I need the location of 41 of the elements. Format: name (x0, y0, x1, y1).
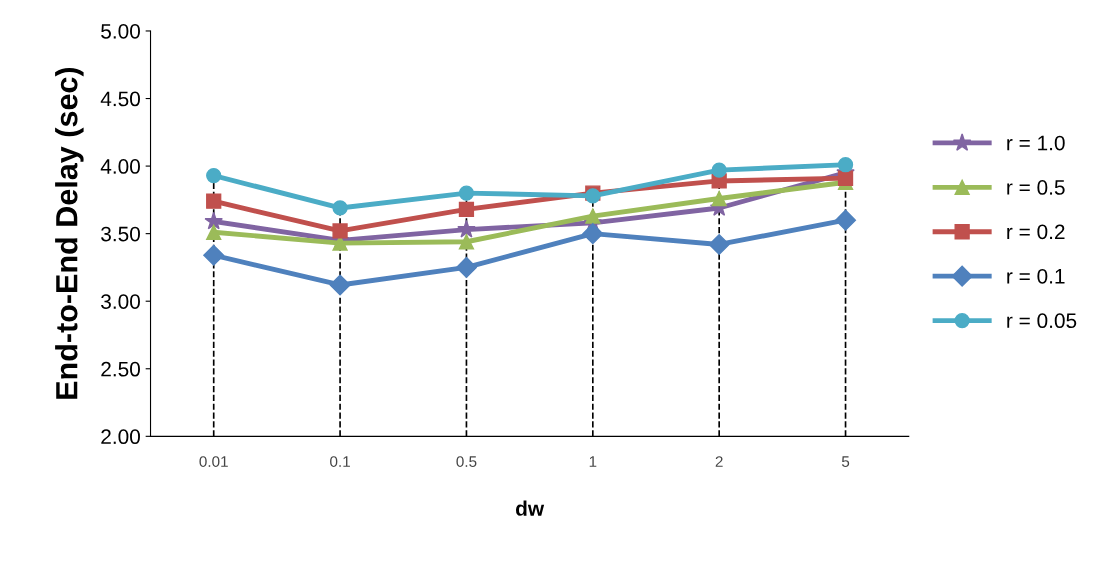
point (458, 234, 475, 250)
point (458, 185, 475, 201)
y-tick-label: 3.50 (101, 226, 140, 242)
point (203, 244, 225, 266)
point (332, 200, 348, 216)
legend-label: r = 0.05 (1007, 313, 1077, 329)
point (582, 223, 604, 245)
point (457, 219, 476, 238)
point (711, 162, 727, 178)
x-tick-label: 0.5 (456, 456, 477, 467)
x-tick-label: 1 (589, 456, 597, 467)
legend-label: r = 0.5 (1007, 180, 1065, 195)
legend-label: r = 0.2 (1007, 224, 1065, 240)
y-tick-label: 5.00 (101, 23, 140, 39)
legend-label: r = 0.1 (1007, 268, 1065, 284)
y-tick-label: 4.00 (100, 159, 140, 174)
point (329, 274, 351, 296)
point (835, 209, 857, 231)
point (458, 201, 475, 217)
point (332, 223, 348, 239)
x-axis-title: dw (516, 500, 545, 516)
point (206, 224, 222, 240)
point (206, 193, 222, 209)
point (708, 233, 730, 255)
point (837, 170, 854, 186)
point (206, 167, 222, 184)
point (585, 208, 601, 224)
point (837, 157, 854, 173)
x-tick-label: 2 (715, 456, 723, 467)
point (711, 190, 727, 207)
y-tick-label: 2.00 (101, 429, 140, 445)
y-tick-label: 3.00 (101, 294, 140, 309)
x-tick-label: 0.01 (199, 456, 228, 467)
x-tick-label: 0.1 (330, 456, 350, 467)
x-tick-label: 5 (841, 456, 850, 467)
point (204, 211, 223, 230)
point (455, 256, 477, 278)
y-tick-label: 2.50 (101, 361, 140, 377)
legend-label: r = 1.0 (1007, 135, 1065, 151)
y-axis-title: End-to-End Delay (sec) (55, 67, 84, 399)
y-tick-label: 4.50 (100, 91, 140, 107)
